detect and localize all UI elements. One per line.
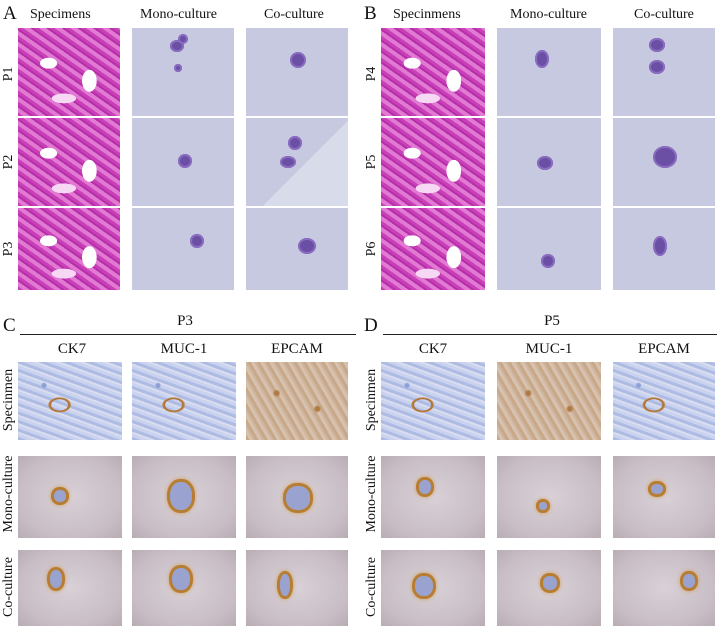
panel-d-row-label-mono: Mono-culture [364, 455, 379, 533]
panel-b-p4-specimen-image [381, 28, 485, 116]
panel-a-row-label-p3: P3 [1, 241, 16, 257]
panel-b-p6-specimen-image [381, 208, 485, 290]
panel-a-p1-mono-image [132, 28, 234, 116]
panel-c-divider [20, 334, 356, 335]
panel-a-p1-co-image [246, 28, 348, 116]
panel-letter-b: B [364, 3, 377, 24]
panel-d-divider [383, 334, 717, 335]
panel-b-p5-co-image [613, 118, 715, 206]
panel-d-patient-label: P5 [544, 313, 560, 329]
panel-d-specimen-epcam-image [613, 362, 715, 440]
panel-c-marker-ck7: CK7 [57, 341, 87, 357]
panel-a-p3-co-image [246, 208, 348, 290]
panel-a-p2-mono-image [132, 118, 234, 206]
panel-b-p6-co-image [613, 208, 715, 290]
panel-c-row-label-co: Co-culture [1, 557, 16, 617]
panel-a-p2-specimen-image [18, 118, 120, 206]
panel-a-p2-co-image [246, 118, 348, 206]
panel-d-co-ck7-image [381, 550, 485, 626]
panel-a-col-header-mono: Mono-culture [140, 7, 217, 22]
panel-b-p6-mono-image [497, 208, 601, 290]
panel-d-mono-epcam-image [613, 456, 715, 538]
panel-b-col-header-mono: Mono-culture [510, 7, 587, 22]
panel-c-specimen-epcam-image [246, 362, 348, 440]
panel-letter-c: C [3, 315, 16, 336]
panel-c-co-muc1-image [132, 550, 236, 626]
panel-a-p1-specimen-image [18, 28, 120, 116]
panel-a-p3-specimen-image [18, 208, 120, 290]
panel-b-p5-mono-image [497, 118, 601, 206]
panel-b-row-label-p6: P6 [364, 241, 379, 257]
panel-d-marker-muc1: MUC-1 [525, 341, 573, 357]
panel-a-col-header-specimens: Specimens [30, 7, 91, 22]
panel-c-mono-epcam-image [246, 456, 348, 538]
panel-a-p3-mono-image [132, 208, 234, 290]
panel-d-specimen-ck7-image [381, 362, 485, 440]
panel-d-co-muc1-image [497, 550, 601, 626]
panel-c-co-epcam-image [246, 550, 348, 626]
panel-c-marker-epcam: EPCAM [271, 341, 323, 357]
panel-c-row-label-specimen: Specinmen [1, 368, 16, 432]
panel-a-row-label-p2: P2 [1, 154, 16, 170]
panel-c-co-ck7-image [18, 550, 122, 626]
panel-c-specimen-muc1-image [132, 362, 236, 440]
panel-c-patient-label: P3 [177, 313, 193, 329]
panel-c-row-label-mono: Mono-culture [1, 455, 16, 533]
panel-letter-d: D [364, 315, 378, 336]
panel-b-p5-specimen-image [381, 118, 485, 206]
panel-b-p4-mono-image [497, 28, 601, 116]
panel-d-mono-ck7-image [381, 456, 485, 538]
panel-d-co-epcam-image [613, 550, 715, 626]
panel-a-col-header-co: Co-culture [264, 7, 324, 22]
panel-d-row-label-co: Co-culture [364, 557, 379, 617]
panel-letter-a: A [3, 3, 17, 24]
panel-b-row-label-p4: P4 [364, 66, 379, 82]
panel-d-mono-muc1-image [497, 456, 601, 538]
panel-c-mono-ck7-image [18, 456, 122, 538]
panel-b-p4-co-image [613, 28, 715, 116]
panel-b-col-header-co: Co-culture [634, 7, 694, 22]
panel-d-marker-ck7: CK7 [418, 341, 448, 357]
panel-c-specimen-ck7-image [18, 362, 122, 440]
panel-c-mono-muc1-image [132, 456, 236, 538]
panel-b-col-header-specimens: Specinmens [393, 7, 461, 22]
panel-c-marker-muc1: MUC-1 [160, 341, 208, 357]
panel-d-row-label-specimen: Specinmen [364, 368, 379, 432]
panel-a-row-label-p1: P1 [1, 66, 16, 82]
panel-d-specimen-muc1-image [497, 362, 601, 440]
panel-d-marker-epcam: EPCAM [638, 341, 690, 357]
panel-b-row-label-p5: P5 [364, 154, 379, 170]
